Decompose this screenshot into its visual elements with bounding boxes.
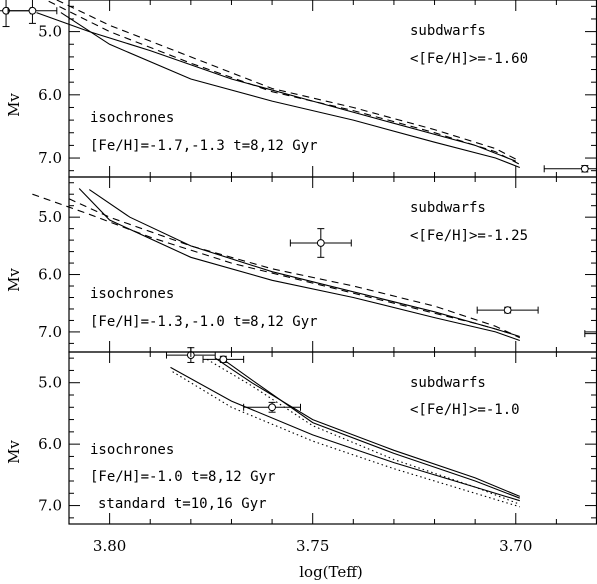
panel-3-y-tick-label: 5.0: [38, 374, 62, 392]
panel-1-isochrone-solid-1: [60, 12, 521, 169]
x-tick-label: 3.75: [296, 537, 329, 555]
panel-1-y-tick-label: 7.0: [38, 149, 62, 167]
panel-2-subdwarfs-label: subdwarfs: [410, 200, 486, 216]
panel-2-subdwarf-point-2: [476, 306, 539, 315]
y-axis-title-panel-3: Mv: [5, 440, 23, 464]
y-axis-title-panel-2: Mv: [5, 268, 23, 292]
panel-3-annotations: subdwarfs <[Fe/H]>=-1.0 isochrones [Fe/H…: [90, 375, 520, 512]
panel-1-subdwarf-point-1: [0, 0, 31, 28]
panel-3-subdwarf-point-3: [243, 401, 302, 413]
panel-2-isochrone-dashed-3: [32, 193, 516, 336]
panel-2-isochrone-dashed-4: [68, 198, 521, 339]
x-axis-title: log(Teff): [299, 563, 363, 581]
panel-3-y-tick-label: 6.0: [38, 435, 62, 453]
tick-marks: [68, 0, 597, 524]
y-axis-title-panel-1: Mv: [5, 93, 23, 117]
panel-1-subdwarf-point-3: [543, 164, 597, 173]
panel-2-y-tick-label: 6.0: [38, 266, 62, 284]
panel-3-isochrone-solid-3: [170, 366, 520, 502]
panel-2-subdwarf-point-3: [584, 330, 597, 338]
panel-2-isochrones-label: isochrones: [90, 286, 174, 302]
panel-3-params-label: [Fe/H]=-1.0 t=8,12 Gyr: [90, 469, 275, 485]
panel-2-subdwarf-point-1: [289, 228, 352, 258]
panel-2-annotations: subdwarfs <[Fe/H]>=-1.25 isochrones [Fe/…: [90, 200, 528, 330]
panel-2-y-tick-label: 5.0: [38, 208, 62, 226]
panel-1-annotations: subdwarfs <[Fe/H]>=-1.60 isochrones [Fe/…: [90, 23, 528, 154]
point-marker: [503, 306, 512, 315]
panel-3-isochrone-dotted-4: [206, 358, 520, 505]
tick-labels: 5.0 6.0 7.0 5.0 6.0 7.0 5.0 6.0 7.0 3.80 3.75 3.70: [38, 23, 532, 555]
panel-2-feh-mean-label: <[Fe/H]>=-1.25: [410, 228, 528, 244]
panel-3-subdwarf-point-2: [202, 355, 245, 364]
panel-1-subdwarfs-label: subdwarfs: [410, 23, 486, 39]
panel-3-feh-mean-label: <[Fe/H]>=-1.0: [410, 402, 520, 418]
subdwarf-points: [0, 0, 597, 413]
x-tick-label: 3.80: [93, 537, 126, 555]
panel-3-y-tick-label: 7.0: [38, 497, 62, 515]
x-tick-label: 3.70: [499, 537, 532, 555]
panel-1-subdwarf-point-2: [7, 0, 58, 24]
panel-2-params-label: [Fe/H]=-1.3,-1.0 t=8,12 Gyr: [90, 314, 318, 330]
point-marker: [219, 355, 228, 364]
panel-1-isochrones-label: isochrones: [90, 110, 174, 126]
panel-3-subdwarfs-label: subdwarfs: [410, 375, 486, 391]
point-marker: [580, 164, 589, 173]
panel-1-params-label: [Fe/H]=-1.7,-1.3 t=8,12 Gyr: [90, 138, 318, 154]
panel-1-isochrone-dashed-4: [56, 0, 521, 162]
panel-3-isochrone-solid-2: [220, 357, 520, 499]
isochrone-curves: [32, 0, 521, 508]
point-marker: [268, 403, 276, 412]
point-marker: [316, 239, 325, 247]
panel-1-y-tick-label: 5.0: [38, 23, 62, 41]
panel-2-y-tick-label: 7.0: [38, 323, 62, 341]
panel-1-isochrone-dashed-3: [48, 0, 521, 165]
panel-3-isochrones-label: isochrones: [90, 442, 174, 458]
panel-1-feh-mean-label: <[Fe/H]>=-1.60: [410, 51, 528, 67]
panel-3-standard-label: standard t=10,16 Gyr: [98, 496, 267, 512]
point-marker: [28, 6, 37, 15]
panel-2-isochrone-solid-1: [78, 188, 520, 342]
panel-3-isochrone-dotted-5: [172, 371, 520, 508]
panel-3-isochrone-solid-1: [214, 357, 521, 497]
panel-1-y-tick-label: 6.0: [38, 86, 62, 104]
